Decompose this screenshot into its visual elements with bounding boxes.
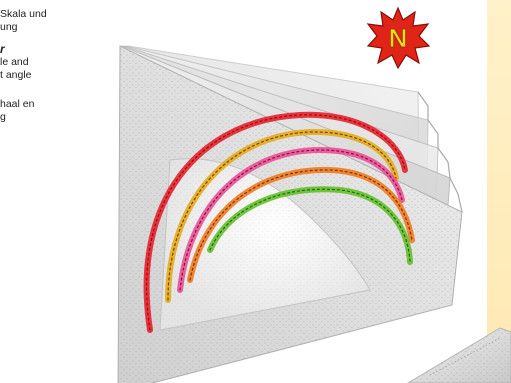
new-badge-icon: N — [366, 6, 431, 70]
text-line: Skala und — [0, 8, 47, 20]
new-badge-burst — [366, 6, 431, 70]
text-line: t angle — [0, 69, 32, 81]
stacked-set-squares — [117, 45, 463, 383]
new-badge-letter: N — [389, 23, 408, 53]
text-line: haal en — [0, 98, 35, 110]
english-description: r le and t angle — [0, 43, 92, 82]
text-line-heading: r — [0, 42, 5, 56]
text-line: le and — [0, 56, 29, 68]
german-description: Skala und ung — [0, 8, 92, 34]
dutch-description: haal en g — [0, 98, 92, 124]
right-color-band — [487, 0, 511, 383]
description-text-column: Skala und ung r le and t angle haal en g — [0, 8, 92, 133]
rainbow-arcs — [143, 111, 415, 333]
second-set-square — [407, 327, 511, 383]
text-line: ung — [0, 21, 18, 33]
text-line: g — [0, 111, 6, 123]
set-square-illustration — [117, 45, 511, 383]
